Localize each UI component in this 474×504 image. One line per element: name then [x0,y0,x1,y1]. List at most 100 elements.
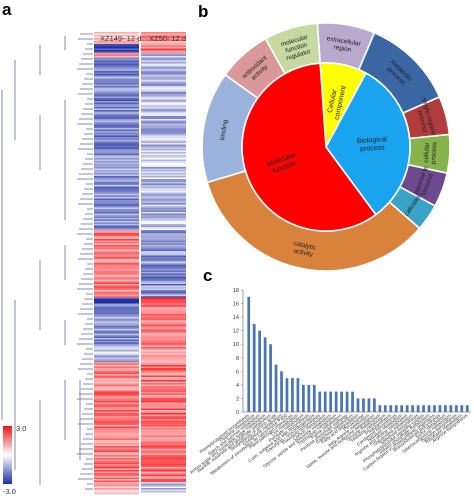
heatmap-cell [94,443,139,445]
heatmap-cell [94,69,139,72]
heatmap-cell [94,371,139,373]
heatmap-cell [141,477,186,480]
sunburst-inner-segment [325,72,411,216]
heatmap-cell [141,59,186,61]
heatmap-cell [141,338,186,340]
heatmap-cell [94,452,139,454]
heatmap-cell [141,66,186,69]
bar [422,405,425,412]
heatmap-cell [141,105,186,108]
heatmap-cell [94,422,139,424]
heatmap-cell [94,380,139,382]
panel-a: a XZ149- 12 d XZ50- 12 d 3.0 -3.0 [1,0,186,496]
heatmap-cell [94,263,139,265]
heatmap-cell [94,132,139,135]
heatmap-cell [141,419,186,421]
bar [307,384,311,412]
heatmap-cell [141,50,186,52]
heatmap-cell [141,134,186,136]
heatmap-cell [141,482,186,484]
heatmap-cell [94,248,139,250]
heatmap-cell [141,104,186,106]
heatmap-cell [141,467,186,469]
heatmap-cell [94,195,139,198]
heatmap-cell [141,440,186,442]
sunburst-chart: extracellularregionmetabolicprocesssingl… [201,22,451,272]
heatmap-cell [94,192,139,195]
heatmap-cell [141,206,186,208]
heatmap-cell [141,101,186,103]
heatmap-cell [94,101,139,103]
heatmap-cell [141,287,186,289]
heatmap-cell [94,423,139,426]
sunburst-label: catalyticactivity [291,240,317,259]
heatmap-cell [94,239,139,241]
heatmap-cell [141,236,186,238]
heatmap-cell [94,480,139,483]
heatmap-cell [141,222,186,225]
heatmap-cell [94,102,139,105]
heatmap-cell [141,315,186,318]
heatmap-cell [141,191,186,193]
heatmap-cell [141,162,186,165]
heatmap-cell [94,60,139,63]
heatmap-cell [141,321,186,324]
heatmap-cell [94,470,139,472]
heatmap-cell [141,365,186,367]
heatmap-cell [141,335,186,337]
heatmap-cell [94,260,139,262]
heatmap-cell [94,167,139,169]
heatmap-cell [94,479,139,481]
heatmap-cell [141,462,186,465]
heatmap-cell [94,185,139,187]
heatmap-cell [94,62,139,64]
bar [411,405,414,412]
heatmap-cell [94,254,139,256]
heatmap-cell [94,378,139,381]
heatmap-cell [94,450,139,453]
heatmap-cell [94,171,139,174]
heatmap-cell [94,329,139,331]
bar [318,391,322,412]
heatmap-cell [141,123,186,126]
heatmap-cell [141,95,186,97]
heatmap-cell [94,395,139,397]
heatmap-cell [94,116,139,118]
heatmap-cell [94,122,139,124]
heatmap-cell [94,360,139,363]
heatmap-cell [94,297,139,300]
heatmap-cell [141,177,186,180]
heatmap-cell [94,311,139,313]
heatmap-cell [94,294,139,297]
heatmap-cell [141,56,186,58]
heatmap-cell [94,426,139,429]
y-tick-label: 2 [236,396,239,402]
heatmap-cell [141,405,186,408]
heatmap-cell [141,318,186,321]
heatmap-cell [141,246,186,249]
y-tick-label: 4 [236,383,239,389]
heatmap-cell [94,363,139,366]
heatmap-cell [141,197,186,199]
heatmap-cell [94,359,139,361]
heatmap-cell [141,383,186,385]
heatmap-cell [94,188,139,190]
heatmap-cell [94,377,139,379]
heatmap-cell [141,92,186,94]
heatmap-cell [141,240,186,243]
heatmap-cell [141,45,186,48]
heatmap-cell [141,375,186,378]
heatmap-cell [94,386,139,388]
heatmap-cell [94,128,139,130]
heatmap-cell [94,453,139,456]
heatmap-cell [141,279,186,282]
heatmap-cell [94,111,139,114]
sunburst-inner-segment [241,62,377,232]
heatmap-cell [141,432,186,435]
heatmap-cell [94,366,139,369]
heatmap-cell [94,48,139,51]
heatmap-cell [141,290,186,292]
heatmap-cell [141,401,186,403]
heatmap-cell [141,218,186,220]
